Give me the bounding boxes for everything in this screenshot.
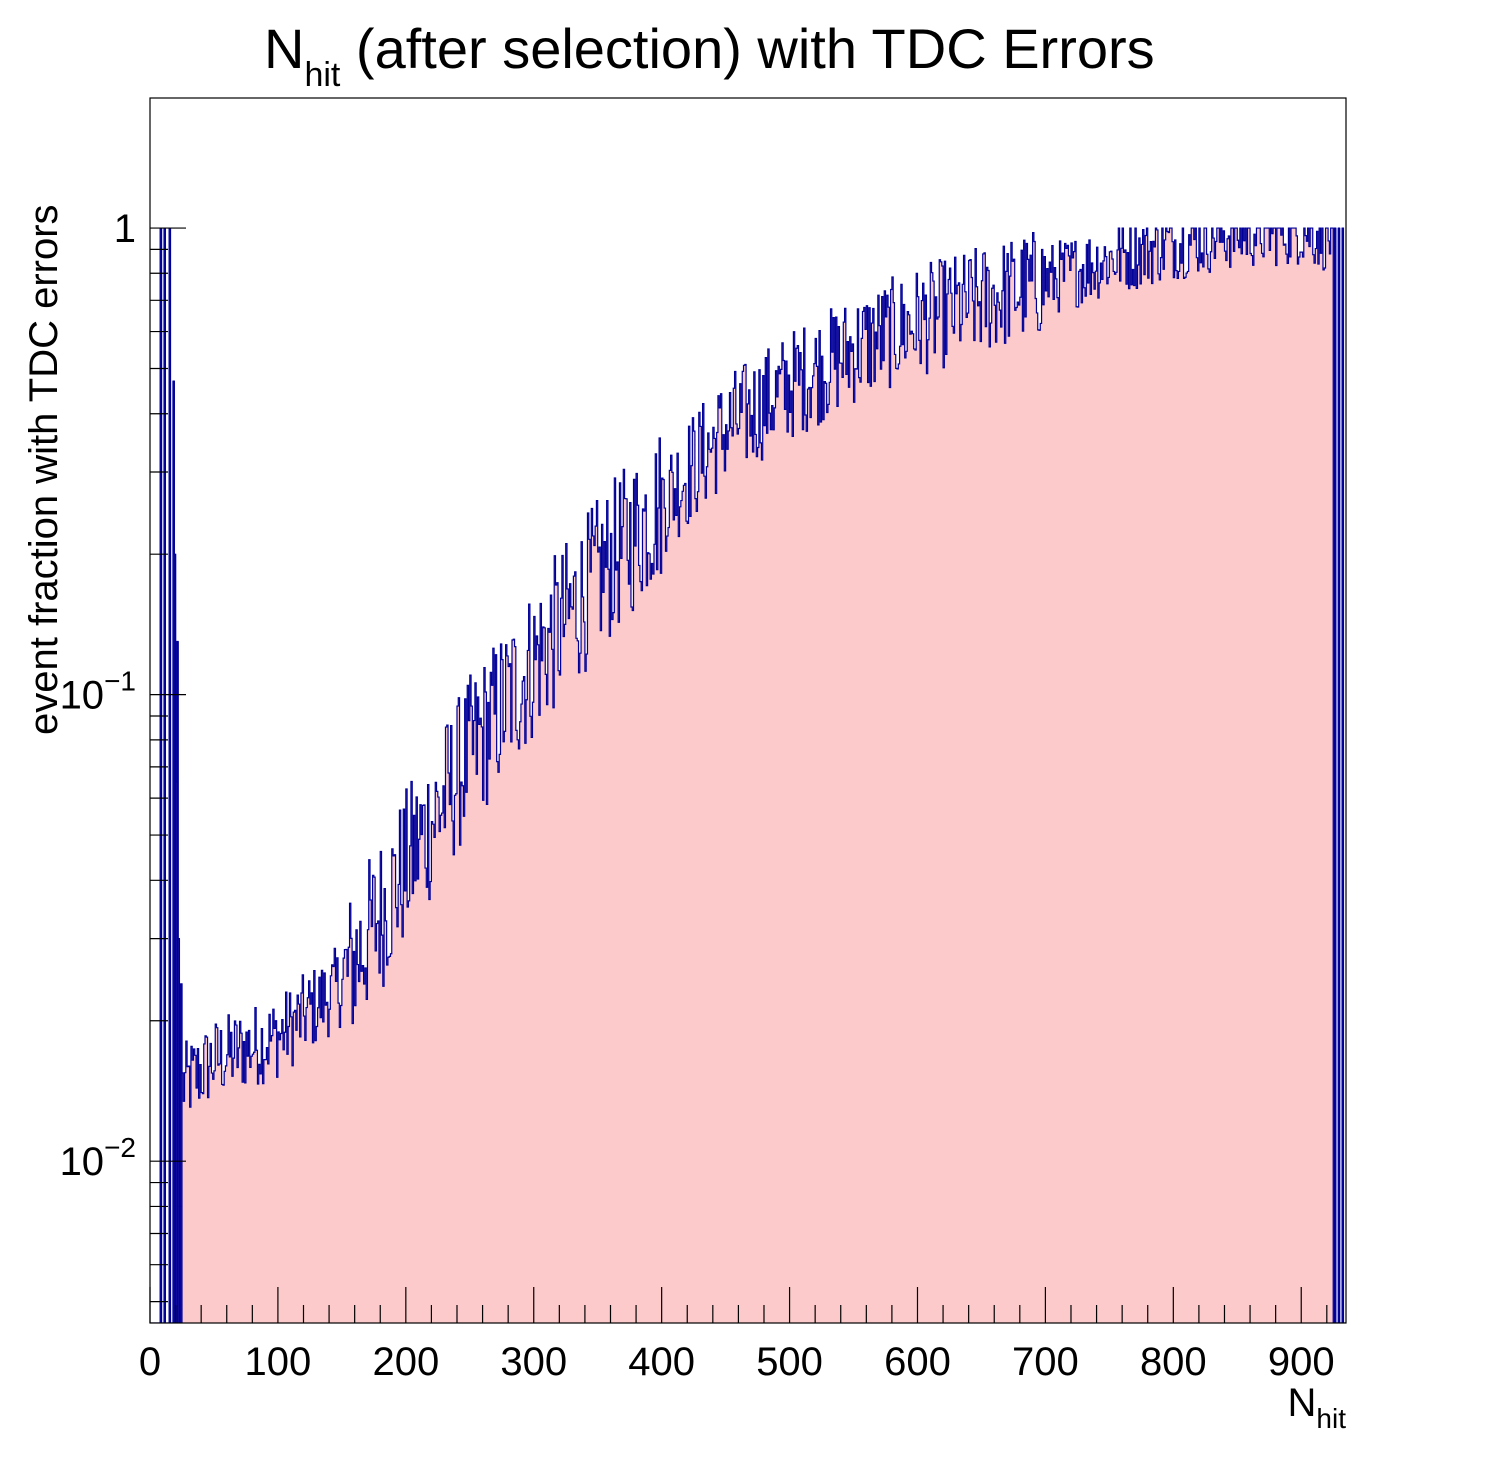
histogram-outline bbox=[150, 227, 1346, 1323]
x-tick-label: 800 bbox=[1140, 1340, 1207, 1384]
chart-title: Nhit (after selection) with TDC Errors bbox=[264, 17, 1155, 94]
x-axis-title-main: N bbox=[1288, 1381, 1317, 1425]
x-tick-label: 900 bbox=[1268, 1340, 1335, 1384]
x-tick-label: 300 bbox=[500, 1340, 567, 1384]
y-tick-label: 10−1 bbox=[60, 666, 136, 718]
x-axis-title-sub: hit bbox=[1316, 1403, 1346, 1434]
plot-area bbox=[150, 227, 1346, 1323]
y-tick-label: 1 bbox=[114, 207, 136, 251]
x-tick-label: 600 bbox=[884, 1340, 951, 1384]
y-axis-title: event fraction with TDC errors bbox=[22, 204, 66, 735]
chart-title-sub: hit bbox=[304, 56, 340, 94]
x-tick-label: 0 bbox=[139, 1340, 161, 1384]
x-tick-label: 400 bbox=[628, 1340, 695, 1384]
x-tick-label: 100 bbox=[245, 1340, 312, 1384]
x-tick-label: 700 bbox=[1012, 1340, 1079, 1384]
x-tick-label: 500 bbox=[756, 1340, 823, 1384]
plot-frame bbox=[149, 97, 1347, 1324]
y-tick-label: 10−2 bbox=[60, 1132, 136, 1184]
x-tick-label: 200 bbox=[372, 1340, 439, 1384]
histogram-fill bbox=[150, 228, 1346, 1323]
chart-title-rest: (after selection) with TDC Errors bbox=[340, 17, 1154, 80]
x-axis-title: Nhit bbox=[1288, 1381, 1347, 1434]
chart-title-main: N bbox=[264, 17, 304, 80]
